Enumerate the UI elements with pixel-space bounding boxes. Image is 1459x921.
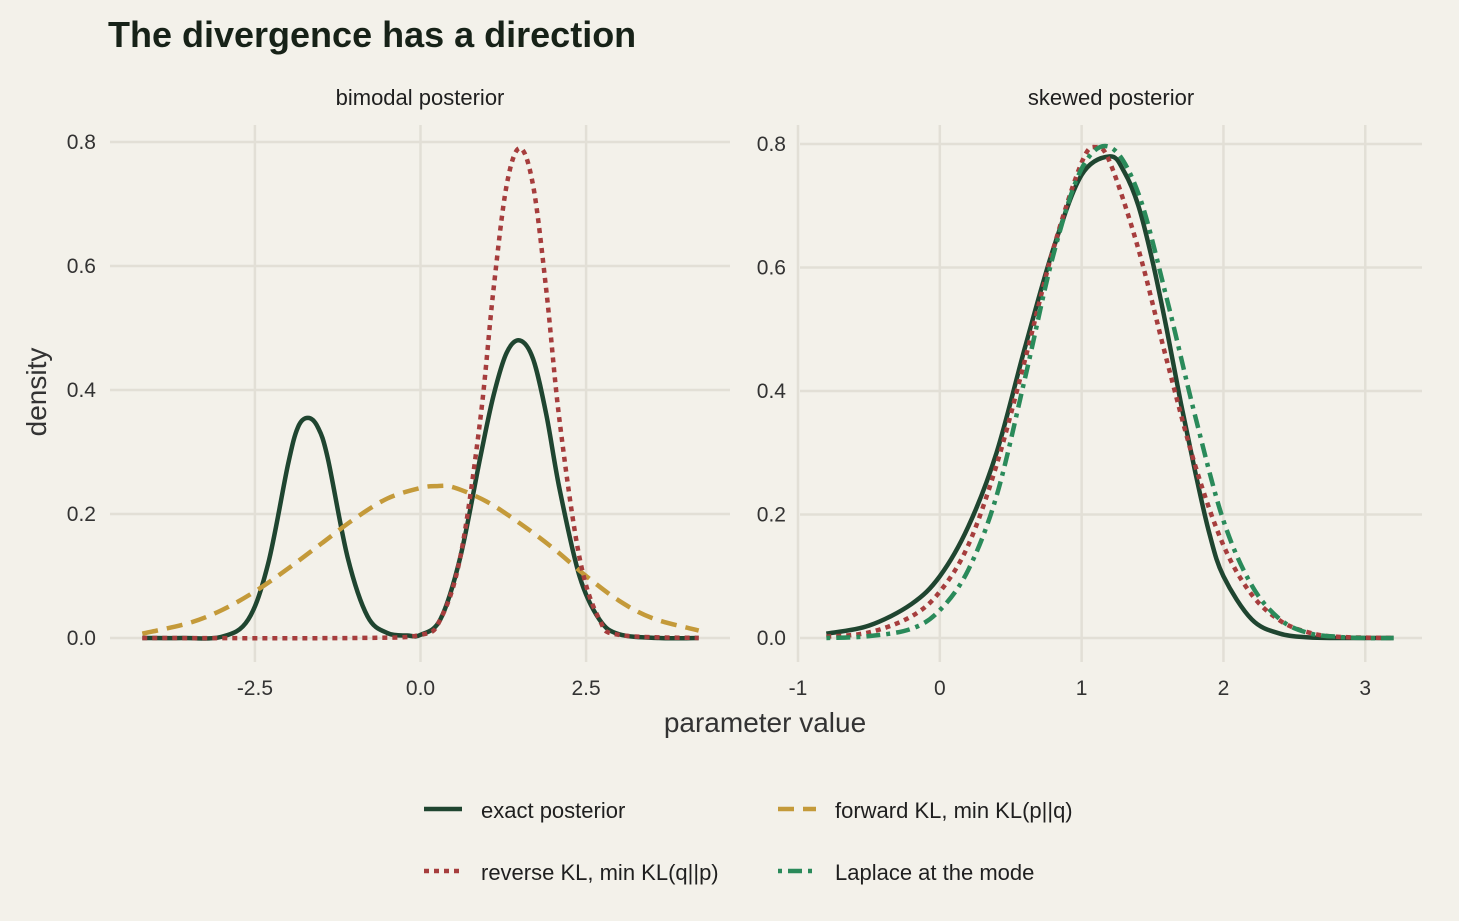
y-tick-label: 0.6	[67, 255, 96, 278]
x-tick-label: 0	[934, 677, 946, 700]
x-tick-label: 2	[1218, 677, 1230, 700]
y-tick-label: 0.2	[67, 503, 96, 526]
x-axis-title: parameter value	[664, 707, 866, 738]
chart-title: The divergence has a direction	[108, 14, 637, 55]
y-tick-label: 0.4	[67, 379, 97, 402]
x-tick-label: 2.5	[571, 677, 600, 700]
series-line-exact	[825, 154, 1394, 641]
legend-label-exact: exact posterior	[481, 798, 625, 823]
x-tick-label: -1	[789, 677, 808, 700]
series-line-forward	[141, 483, 700, 636]
y-tick-label: 0.4	[757, 380, 787, 403]
legend-label-reverse: reverse KL, min KL(q||p)	[481, 860, 719, 885]
x-tick-label: 1	[1076, 677, 1088, 700]
series-line-exact	[142, 338, 699, 641]
series-line-reverse	[826, 144, 1394, 641]
x-tick-label: 3	[1359, 677, 1371, 700]
x-tick-label: -2.5	[237, 677, 273, 700]
legend-label-forward: forward KL, min KL(p||q)	[835, 798, 1073, 823]
x-tick-label: 0.0	[406, 677, 435, 700]
y-axis-title: density	[21, 348, 52, 437]
series-line-laplace	[826, 143, 1394, 641]
y-tick-label: 0.6	[757, 257, 786, 280]
panel-title: skewed posterior	[1028, 85, 1194, 110]
y-tick-label: 0.8	[757, 133, 786, 156]
series-line-reverse	[142, 145, 699, 641]
legend-label-laplace: Laplace at the mode	[835, 860, 1034, 885]
panel-title: bimodal posterior	[336, 85, 505, 110]
y-tick-label: 0.8	[67, 131, 96, 154]
y-tick-label: 0.2	[757, 504, 786, 527]
panel-bimodal: bimodal posterior 0.0 0.2 0.4 0.6 0.8 -2.5 0.0 2…	[67, 85, 730, 700]
legend: exact posterior forward KL, min KL(p||q) r…	[424, 798, 1073, 885]
y-tick-label: 0.0	[67, 627, 96, 650]
y-tick-label: 0.0	[757, 627, 786, 650]
panel-skewed: skewed posterior 0.0 0.2 0.4 0.6 0.8 -1 0 1 2 3	[757, 85, 1422, 700]
